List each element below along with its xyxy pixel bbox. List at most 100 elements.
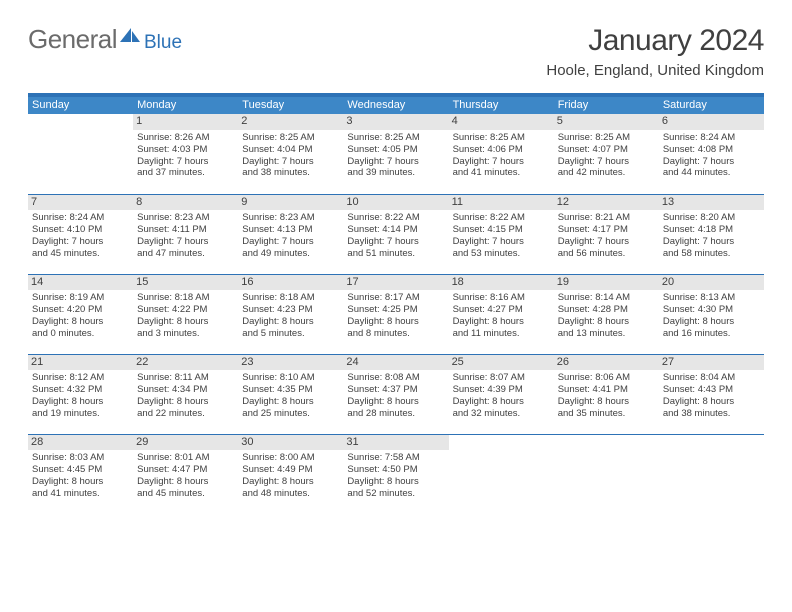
- sunrise-text: Sunrise: 8:08 AM: [347, 372, 444, 384]
- daylight-text: Daylight: 8 hours: [32, 476, 129, 488]
- daylight-text: and 42 minutes.: [558, 167, 655, 179]
- day-number: 29: [133, 435, 238, 451]
- day-number: 6: [659, 114, 764, 130]
- sunset-text: Sunset: 4:14 PM: [347, 224, 444, 236]
- daylight-text: and 58 minutes.: [663, 248, 760, 260]
- daylight-text: and 35 minutes.: [558, 408, 655, 420]
- sunset-text: Sunset: 4:28 PM: [558, 304, 655, 316]
- daylight-text: and 22 minutes.: [137, 408, 234, 420]
- calendar-day-cell: 29Sunrise: 8:01 AMSunset: 4:47 PMDayligh…: [133, 434, 238, 514]
- daylight-text: Daylight: 8 hours: [242, 476, 339, 488]
- calendar-day-cell: 18Sunrise: 8:16 AMSunset: 4:27 PMDayligh…: [449, 274, 554, 354]
- daylight-text: and 39 minutes.: [347, 167, 444, 179]
- daylight-text: Daylight: 8 hours: [453, 316, 550, 328]
- daylight-text: and 37 minutes.: [137, 167, 234, 179]
- sunset-text: Sunset: 4:27 PM: [453, 304, 550, 316]
- sunrise-text: Sunrise: 8:25 AM: [558, 132, 655, 144]
- daylight-text: Daylight: 7 hours: [137, 156, 234, 168]
- daylight-text: and 53 minutes.: [453, 248, 550, 260]
- page-title: January 2024: [546, 24, 764, 58]
- sunset-text: Sunset: 4:06 PM: [453, 144, 550, 156]
- sunrise-text: Sunrise: 8:21 AM: [558, 212, 655, 224]
- calendar-day-cell: [449, 434, 554, 514]
- daylight-text: Daylight: 7 hours: [137, 236, 234, 248]
- daylight-text: and 38 minutes.: [663, 408, 760, 420]
- daylight-text: Daylight: 7 hours: [347, 156, 444, 168]
- sunset-text: Sunset: 4:20 PM: [32, 304, 129, 316]
- calendar-day-cell: 14Sunrise: 8:19 AMSunset: 4:20 PMDayligh…: [28, 274, 133, 354]
- sunrise-text: Sunrise: 8:23 AM: [242, 212, 339, 224]
- sunset-text: Sunset: 4:45 PM: [32, 464, 129, 476]
- sunset-text: Sunset: 4:37 PM: [347, 384, 444, 396]
- sunrise-text: Sunrise: 8:03 AM: [32, 452, 129, 464]
- sunrise-text: Sunrise: 8:10 AM: [242, 372, 339, 384]
- sunrise-text: Sunrise: 8:19 AM: [32, 292, 129, 304]
- daylight-text: and 5 minutes.: [242, 328, 339, 340]
- day-number: 10: [343, 195, 448, 211]
- daylight-text: and 52 minutes.: [347, 488, 444, 500]
- calendar-container: Sunday Monday Tuesday Wednesday Thursday…: [28, 93, 764, 514]
- day-number: 13: [659, 195, 764, 211]
- day-number: 23: [238, 355, 343, 371]
- daylight-text: Daylight: 7 hours: [663, 236, 760, 248]
- daylight-text: Daylight: 7 hours: [558, 156, 655, 168]
- day-number: 1: [133, 114, 238, 130]
- calendar-day-cell: 8Sunrise: 8:23 AMSunset: 4:11 PMDaylight…: [133, 194, 238, 274]
- sunrise-text: Sunrise: 8:25 AM: [347, 132, 444, 144]
- day-number: 21: [28, 355, 133, 371]
- daylight-text: Daylight: 8 hours: [453, 396, 550, 408]
- daylight-text: and 16 minutes.: [663, 328, 760, 340]
- daylight-text: and 32 minutes.: [453, 408, 550, 420]
- daylight-text: Daylight: 8 hours: [347, 316, 444, 328]
- sunrise-text: Sunrise: 8:14 AM: [558, 292, 655, 304]
- calendar-week-row: 28Sunrise: 8:03 AMSunset: 4:45 PMDayligh…: [28, 434, 764, 514]
- logo-word-2: Blue: [144, 32, 182, 54]
- calendar-week-row: 1Sunrise: 8:26 AMSunset: 4:03 PMDaylight…: [28, 114, 764, 194]
- day-number: 8: [133, 195, 238, 211]
- day-header-row: Sunday Monday Tuesday Wednesday Thursday…: [28, 96, 764, 114]
- calendar-day-cell: 5Sunrise: 8:25 AMSunset: 4:07 PMDaylight…: [554, 114, 659, 194]
- day-number: 12: [554, 195, 659, 211]
- daylight-text: and 45 minutes.: [32, 248, 129, 260]
- calendar-day-cell: 23Sunrise: 8:10 AMSunset: 4:35 PMDayligh…: [238, 354, 343, 434]
- sunset-text: Sunset: 4:47 PM: [137, 464, 234, 476]
- calendar-day-cell: 7Sunrise: 8:24 AMSunset: 4:10 PMDaylight…: [28, 194, 133, 274]
- calendar-day-cell: 4Sunrise: 8:25 AMSunset: 4:06 PMDaylight…: [449, 114, 554, 194]
- sunrise-text: Sunrise: 8:22 AM: [347, 212, 444, 224]
- calendar-day-cell: 1Sunrise: 8:26 AMSunset: 4:03 PMDaylight…: [133, 114, 238, 194]
- logo-sail-icon: [120, 28, 140, 42]
- day-number: 31: [343, 435, 448, 451]
- sunset-text: Sunset: 4:13 PM: [242, 224, 339, 236]
- day-number: 20: [659, 275, 764, 291]
- day-number: 3: [343, 114, 448, 130]
- sunrise-text: Sunrise: 7:58 AM: [347, 452, 444, 464]
- sunset-text: Sunset: 4:32 PM: [32, 384, 129, 396]
- calendar-day-cell: 3Sunrise: 8:25 AMSunset: 4:05 PMDaylight…: [343, 114, 448, 194]
- calendar-day-cell: 24Sunrise: 8:08 AMSunset: 4:37 PMDayligh…: [343, 354, 448, 434]
- sunset-text: Sunset: 4:49 PM: [242, 464, 339, 476]
- daylight-text: Daylight: 7 hours: [663, 156, 760, 168]
- sunrise-text: Sunrise: 8:01 AM: [137, 452, 234, 464]
- daylight-text: Daylight: 7 hours: [453, 156, 550, 168]
- logo-word-1: General: [28, 24, 117, 55]
- calendar-day-cell: 12Sunrise: 8:21 AMSunset: 4:17 PMDayligh…: [554, 194, 659, 274]
- day-number: 11: [449, 195, 554, 211]
- sunrise-text: Sunrise: 8:06 AM: [558, 372, 655, 384]
- daylight-text: and 25 minutes.: [242, 408, 339, 420]
- sunset-text: Sunset: 4:43 PM: [663, 384, 760, 396]
- calendar-day-cell: 19Sunrise: 8:14 AMSunset: 4:28 PMDayligh…: [554, 274, 659, 354]
- sunset-text: Sunset: 4:50 PM: [347, 464, 444, 476]
- header: General Blue January 2024 Hoole, England…: [28, 24, 764, 79]
- daylight-text: Daylight: 8 hours: [137, 476, 234, 488]
- calendar-day-cell: [659, 434, 764, 514]
- calendar-day-cell: 11Sunrise: 8:22 AMSunset: 4:15 PMDayligh…: [449, 194, 554, 274]
- day-number: 19: [554, 275, 659, 291]
- daylight-text: Daylight: 7 hours: [32, 236, 129, 248]
- sunset-text: Sunset: 4:08 PM: [663, 144, 760, 156]
- calendar-day-cell: 16Sunrise: 8:18 AMSunset: 4:23 PMDayligh…: [238, 274, 343, 354]
- calendar-week-row: 7Sunrise: 8:24 AMSunset: 4:10 PMDaylight…: [28, 194, 764, 274]
- day-number: 26: [554, 355, 659, 371]
- day-header: Friday: [554, 96, 659, 114]
- calendar-day-cell: 10Sunrise: 8:22 AMSunset: 4:14 PMDayligh…: [343, 194, 448, 274]
- daylight-text: Daylight: 8 hours: [663, 396, 760, 408]
